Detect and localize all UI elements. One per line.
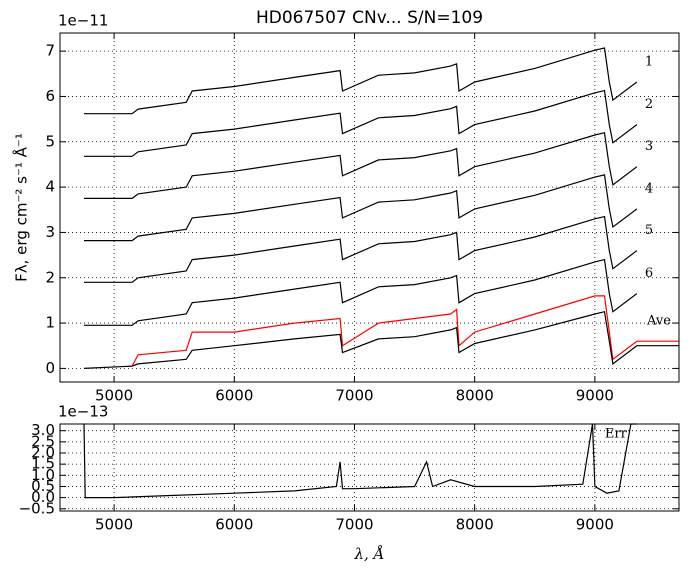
series-label: 4 [645, 181, 653, 196]
x-tick-label: 7000 [335, 516, 373, 534]
y-tick-label: 7 [45, 42, 55, 60]
x-tick-label: 7000 [335, 387, 373, 405]
y-axis-label: Fλ, erg cm⁻² s⁻¹ Å⁻¹ [12, 133, 31, 282]
x-tick-label: 6000 [215, 387, 253, 405]
y-tick-label: 3 [45, 223, 55, 241]
spectrum-line [84, 47, 638, 115]
y-tick-label: 0.5 [31, 477, 55, 495]
y-tick-label: 1.0 [31, 466, 55, 484]
series-label: 6 [645, 266, 653, 281]
y-tick-label: 1.5 [31, 455, 55, 473]
spectrum-line [84, 258, 638, 326]
spectrum-line [84, 215, 638, 283]
series-label: 2 [645, 97, 653, 112]
spectrum-line [84, 174, 638, 242]
spectrum-line [84, 89, 638, 157]
y-tick-label: −0.5 [19, 499, 55, 517]
y-tick-label: 5 [45, 132, 55, 150]
y-tick-label: 2 [45, 268, 55, 286]
series-label: Err [605, 427, 628, 442]
spectrum-line [83, 310, 679, 369]
x-tick-label: 5000 [95, 387, 133, 405]
y-tick-label: 2.5 [31, 432, 55, 450]
y-tick-label: 1 [45, 314, 55, 332]
y-tick-label: 0.0 [31, 488, 55, 506]
series-label: 3 [645, 139, 653, 154]
chart-title: HD067507 CNv... S/N=109 [256, 8, 483, 28]
series-label: 5 [645, 223, 653, 238]
x-tick-label: 9000 [576, 387, 614, 405]
y-tick-label: 2.0 [31, 444, 55, 462]
axes-frame [59, 32, 680, 383]
offset-label: 1e−11 [58, 12, 108, 30]
y-tick-label: 6 [45, 87, 55, 105]
x-tick-label: 5000 [95, 516, 133, 534]
spectrum-line [131, 295, 679, 367]
x-tick-label: 9000 [576, 516, 614, 534]
y-tick-label: 0 [45, 359, 55, 377]
x-tick-label: 6000 [215, 516, 253, 534]
series-label: 1 [645, 54, 653, 69]
x-tick-label: 8000 [456, 387, 494, 405]
y-tick-label: 3.0 [31, 421, 55, 439]
y-tick-label: 4 [45, 178, 55, 196]
spectrum-line [84, 131, 638, 199]
offset-label: 1e−13 [58, 403, 108, 421]
axes-frame [59, 423, 680, 512]
series-label: Ave [646, 314, 671, 329]
x-axis-label: λ, Å [354, 545, 385, 563]
spectrum-line [83, 423, 637, 499]
x-tick-label: 8000 [456, 516, 494, 534]
